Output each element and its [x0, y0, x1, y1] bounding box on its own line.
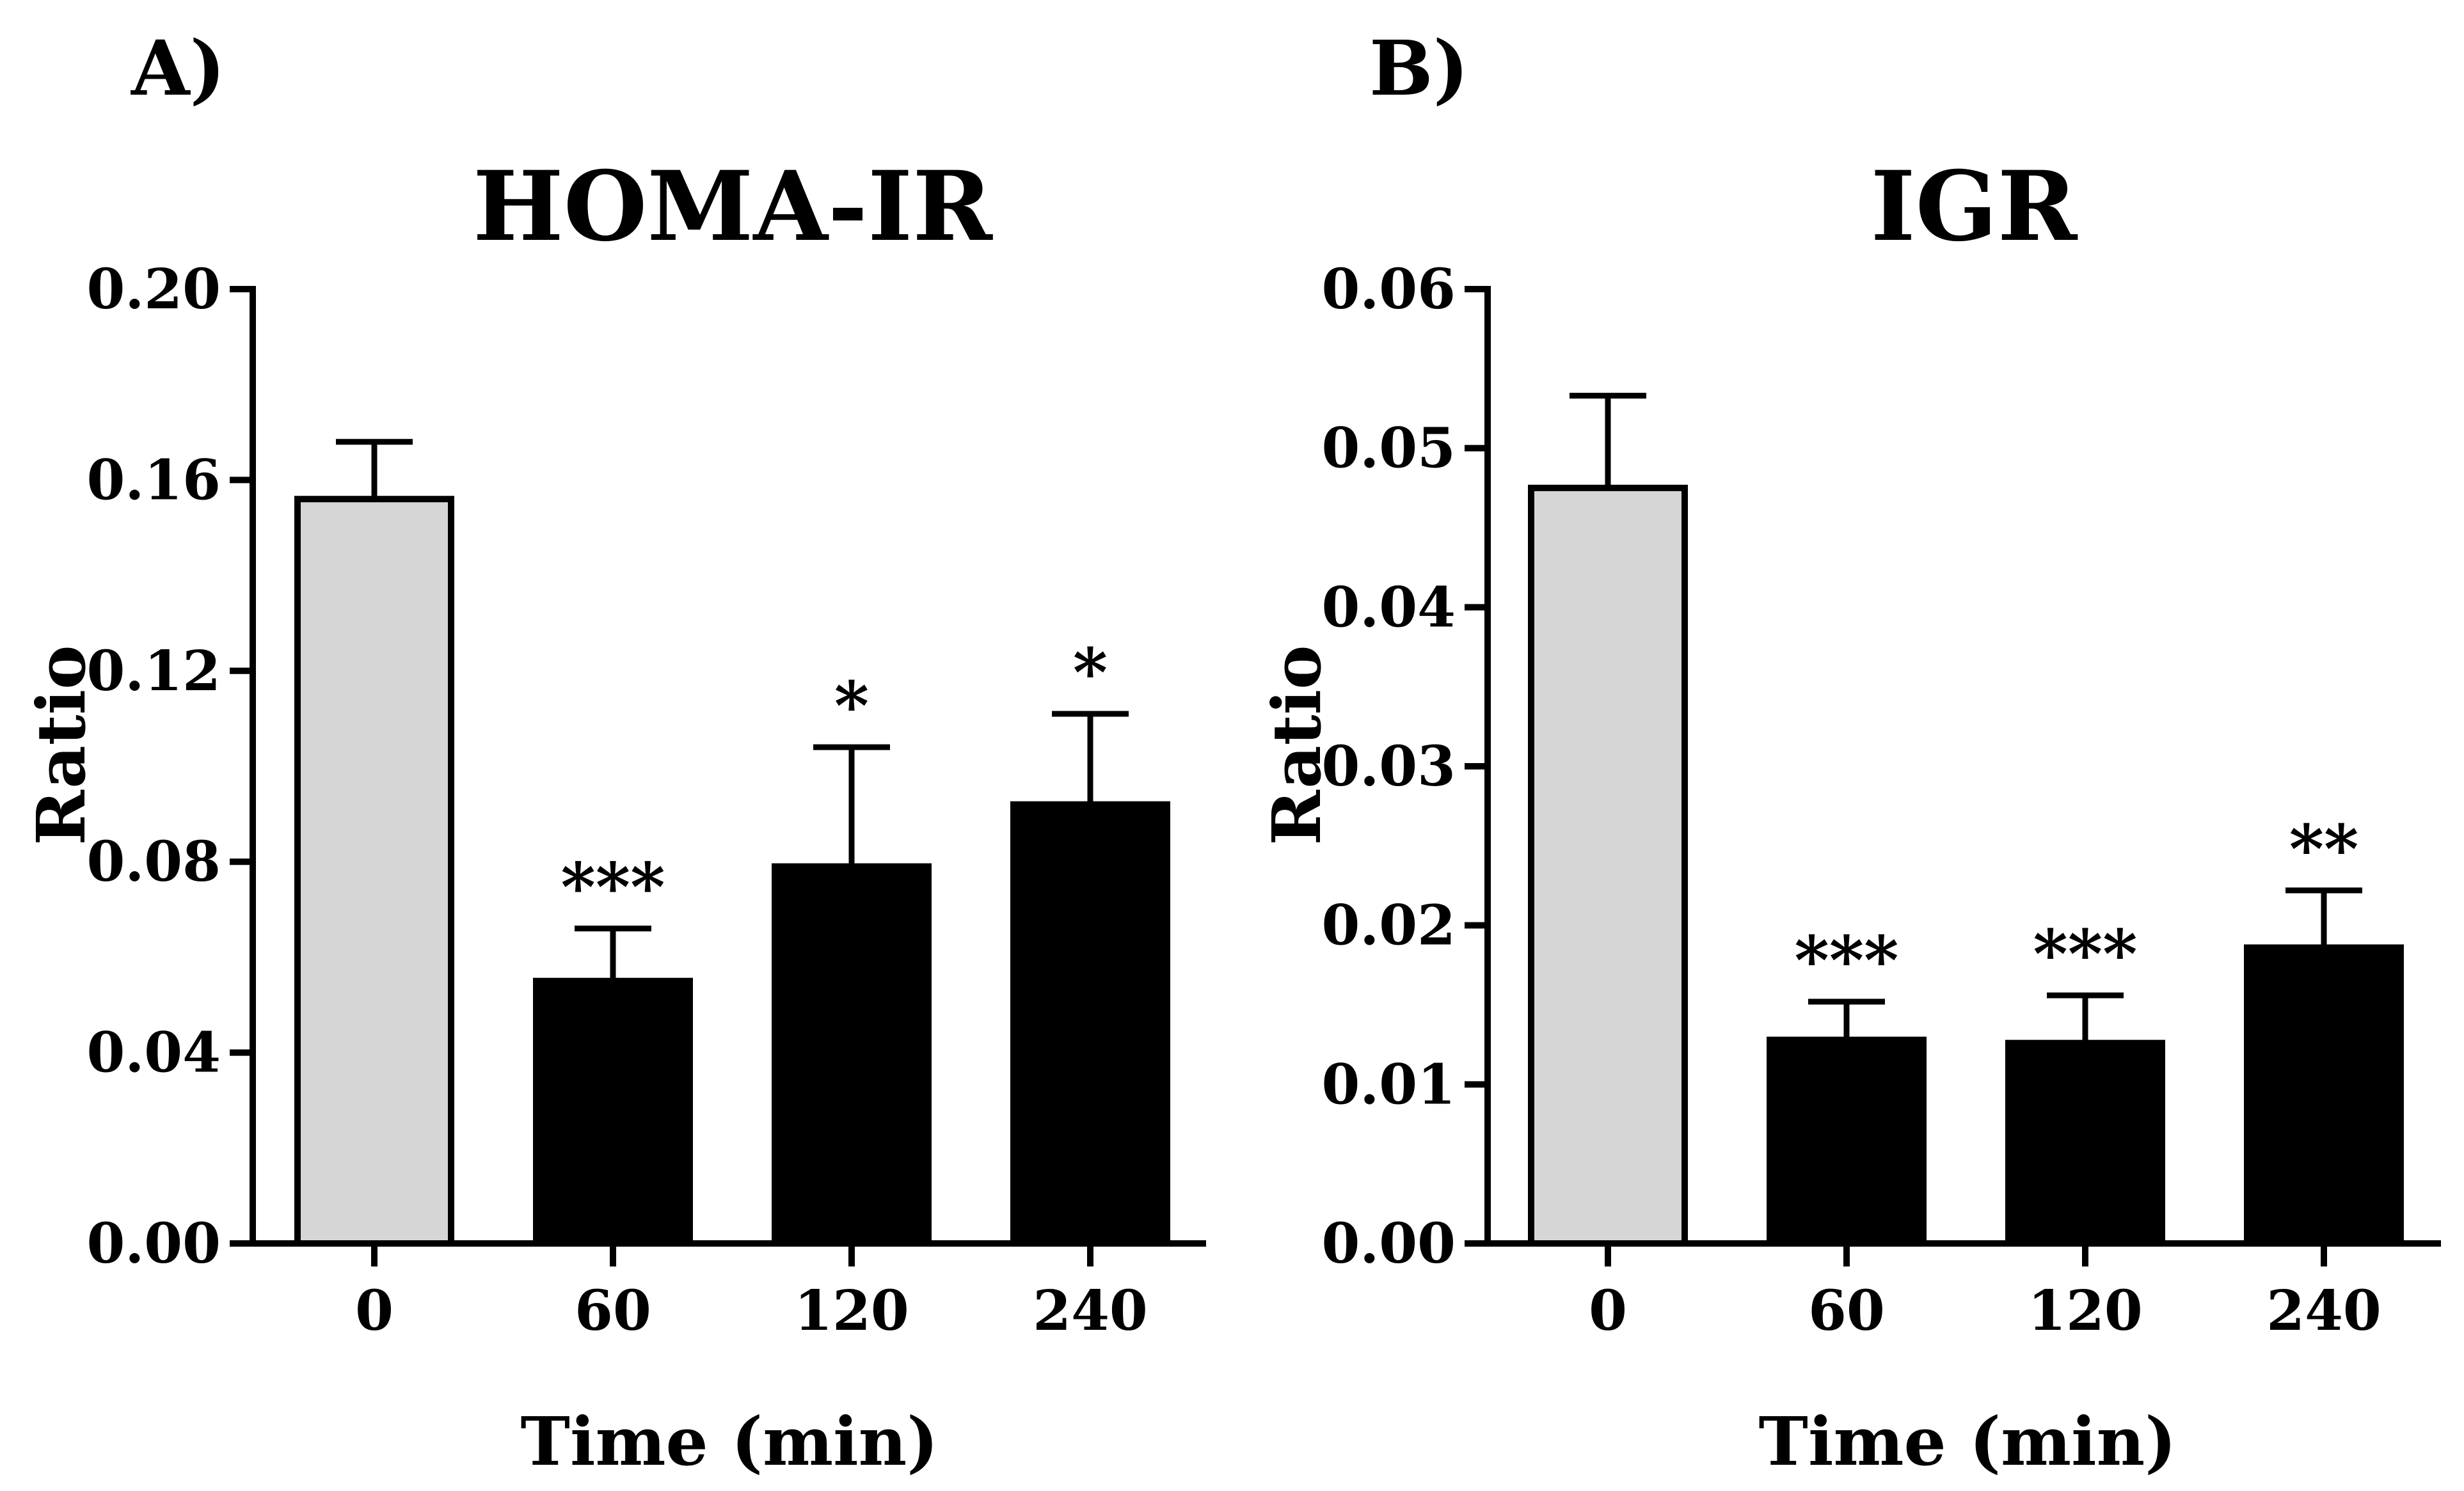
y-tick-label: 0.06 — [1322, 257, 1456, 322]
x-tick-label: 0 — [1589, 1279, 1627, 1343]
panel-a-homa-ir-chart: A) HOMA-IR Ratio Time (min) 0.00 0.04 0.08… — [22, 24, 1206, 1481]
bar — [1010, 801, 1170, 1247]
x-tick-label: 60 — [1808, 1279, 1885, 1343]
y-tick-label: 0.16 — [87, 448, 221, 512]
significance-marker: *** — [2033, 915, 2137, 993]
y-tick-label: 0.12 — [87, 639, 221, 704]
chart-title: IGR — [1871, 150, 2078, 263]
panel-label: A) — [131, 24, 225, 113]
plot-area: 0.000.010.020.030.040.050.060 60***120***… — [1322, 257, 2441, 1343]
y-axis-label: Ratio — [1257, 645, 1336, 845]
y-tick-label: 0.01 — [1322, 1052, 1456, 1117]
significance-marker: ** — [2289, 810, 2359, 888]
x-axis-label: Time (min) — [1759, 1402, 2177, 1481]
bar — [533, 977, 693, 1247]
x-axis-label: Time (min) — [521, 1402, 939, 1481]
panel-label: B) — [1369, 24, 1469, 113]
x-tick-label: 240 — [2266, 1279, 2381, 1343]
bar — [1767, 1036, 1927, 1247]
significance-marker: *** — [1794, 921, 1898, 1000]
y-tick-label: 0.04 — [87, 1021, 221, 1085]
y-tick-label: 0.03 — [1322, 734, 1456, 799]
y-tick-label: 0.04 — [1322, 575, 1456, 640]
bar — [772, 863, 932, 1247]
x-tick-label: 240 — [1033, 1279, 1148, 1343]
y-axis-label: Ratio — [22, 645, 100, 845]
x-tick-label: 60 — [575, 1279, 651, 1343]
significance-marker: * — [834, 667, 869, 745]
x-tick-label: 0 — [355, 1279, 393, 1343]
y-tick-label: 0.20 — [87, 257, 221, 322]
y-tick-label: 0.05 — [1322, 416, 1456, 481]
x-tick-label: 120 — [2028, 1279, 2143, 1343]
chart-title: HOMA-IR — [473, 150, 993, 263]
significance-marker: *** — [560, 848, 665, 927]
plot-area: 0.00 0.04 0.08 0.12 0.16 0.20 0 60 *** 120 * 240 * — [87, 257, 1206, 1343]
significance-marker: * — [1073, 633, 1108, 712]
y-tick-label: 0.08 — [87, 830, 221, 894]
x-tick-label: 120 — [794, 1279, 909, 1343]
y-tick-label: 0.02 — [1322, 894, 1456, 958]
bar — [2244, 944, 2404, 1247]
y-tick-label: 0.00 — [1322, 1211, 1456, 1276]
bar — [1528, 484, 1688, 1247]
y-tick-label: 0.00 — [87, 1211, 221, 1276]
bar — [294, 496, 454, 1247]
bar — [2005, 1039, 2165, 1247]
panel-b-igr-chart: B) IGR Ratio Time (min) 0.00 0.01 0.02 0.03… — [1257, 24, 2441, 1481]
